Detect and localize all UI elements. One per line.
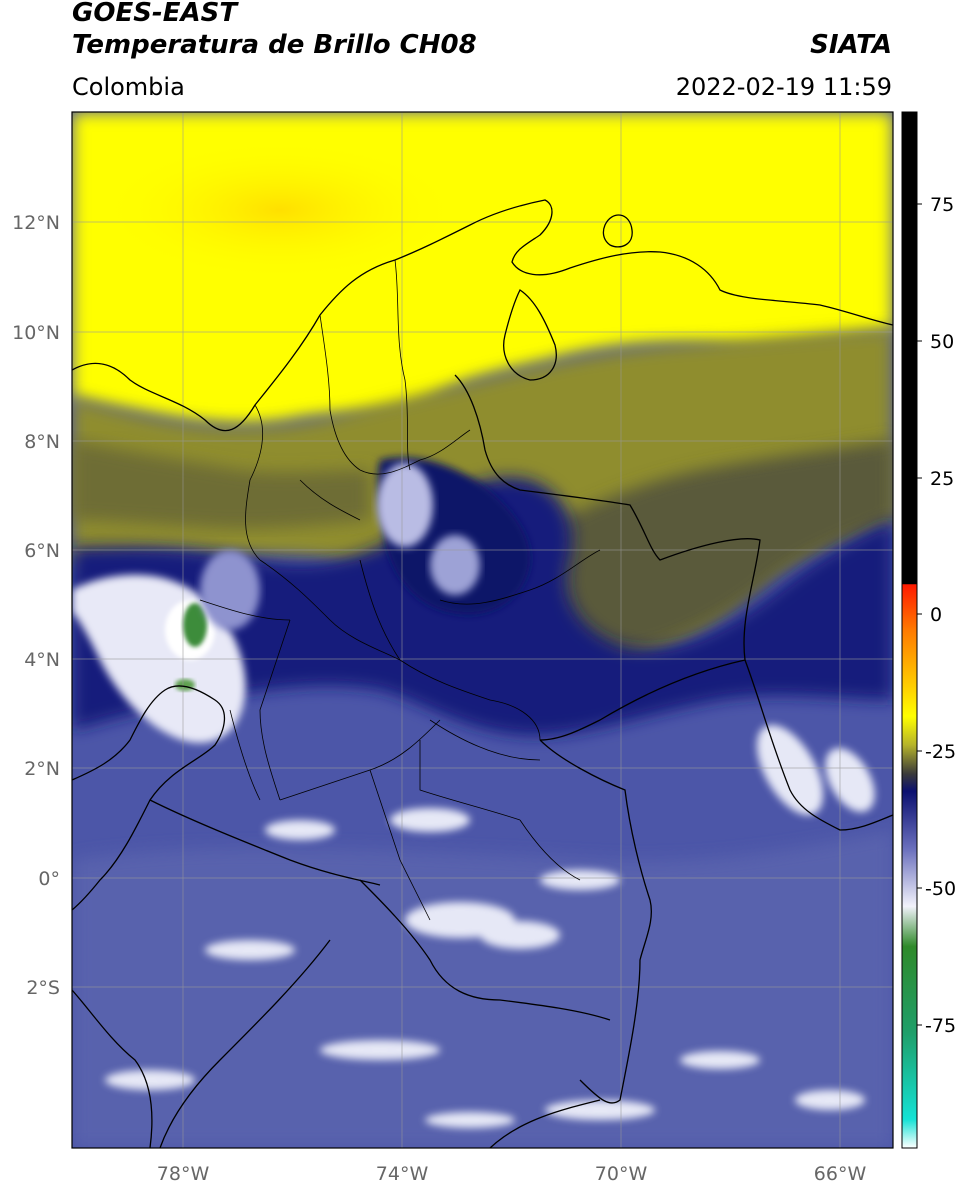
graticule (72, 112, 893, 1148)
brightness-temperature-field (72, 112, 893, 1148)
map-frame (71, 111, 894, 1149)
colorbar-ticks: 75 50 25 0 -25 -50 -75 (917, 194, 956, 1037)
colorbar-label-0: 0 (930, 604, 942, 626)
lon-label-74w: 74°W (376, 1163, 429, 1185)
lat-label-10n: 10°N (12, 322, 60, 344)
source-label: SIATA (810, 30, 892, 60)
borders (72, 199, 893, 1148)
lat-label-0: 0° (38, 868, 60, 890)
latitude-labels: 12°N 10°N 8°N 6°N 4°N 2°N 0° 2°S (12, 212, 60, 999)
product-title: Temperatura de Brillo CH08 (72, 30, 477, 60)
lat-label-2n: 2°N (24, 758, 60, 780)
colorbar-label-minus50: -50 (925, 878, 956, 900)
department-lines (199, 259, 601, 921)
satellite-title: GOES-EAST (72, 0, 238, 28)
lon-label-66w: 66°W (814, 1163, 867, 1185)
lon-label-78w: 78°W (157, 1163, 210, 1185)
colorbar-label-minus75: -75 (925, 1015, 956, 1037)
lat-label-4n: 4°N (24, 649, 60, 671)
longitude-labels: 78°W 74°W 70°W 66°W (157, 1163, 867, 1185)
lon-label-70w: 70°W (595, 1163, 648, 1185)
lat-label-6n: 6°N (24, 540, 60, 562)
colorbar-label-25: 25 (930, 468, 954, 490)
colorbar-bar (901, 111, 918, 1149)
colorbar-label-minus25: -25 (925, 741, 956, 763)
region-label: Colombia (72, 73, 185, 101)
colorbar-label-50: 50 (930, 331, 954, 353)
lat-label-8n: 8°N (24, 431, 60, 453)
lat-label-2s: 2°S (26, 977, 60, 999)
lat-label-12n: 12°N (12, 212, 60, 234)
datetime-label: 2022-02-19 11:59 (675, 73, 892, 101)
colorbar-label-75: 75 (930, 194, 954, 216)
colorbar: 75 50 25 0 -25 -50 -75 (901, 111, 956, 1149)
